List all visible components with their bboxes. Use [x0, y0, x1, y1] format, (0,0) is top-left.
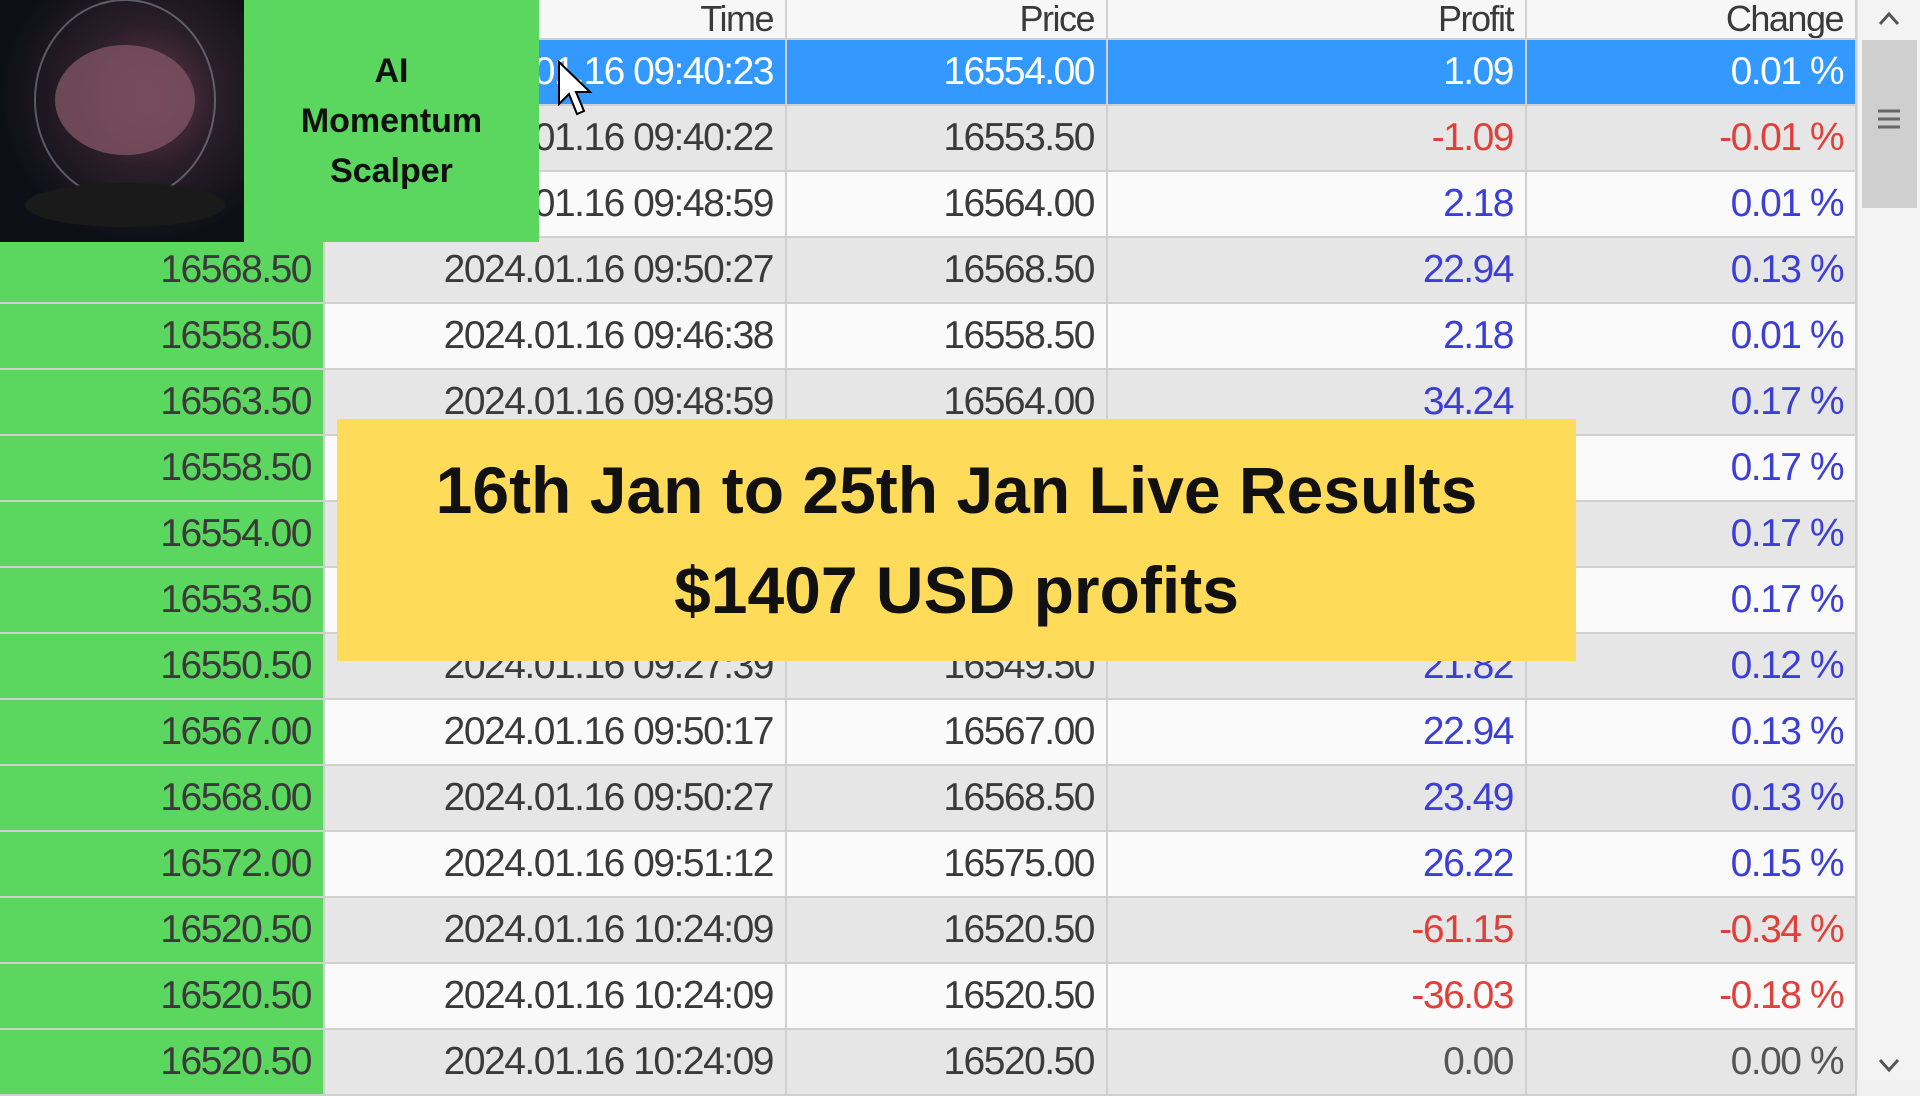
cell: 2.18 [1108, 304, 1527, 370]
cell: 16558.50 [0, 304, 325, 370]
cell: -1.09 [1108, 106, 1527, 172]
cell: 2024.01.16 09:51:12 [325, 832, 787, 898]
cell: 0.12 % [1527, 634, 1857, 700]
logo-image [0, 0, 244, 242]
cell: 2024.01.16 09:50:27 [325, 766, 787, 832]
cell: 16567.00 [0, 700, 325, 766]
header-cell: Profit [1108, 0, 1527, 40]
cell: 22.94 [1108, 700, 1527, 766]
cell: 16520.50 [0, 898, 325, 964]
scrollbar[interactable] [1857, 0, 1920, 1080]
brain-art [25, 0, 225, 227]
logo-line: Momentum [300, 102, 483, 140]
cell: 0.17 % [1527, 568, 1857, 634]
cell: 16520.50 [787, 1030, 1108, 1096]
cell: 16568.50 [787, 766, 1108, 832]
cell: 0.13 % [1527, 238, 1857, 304]
banner: 16th Jan to 25th Jan Live Results $1407 U… [337, 419, 1576, 661]
cell: 16568.50 [787, 238, 1108, 304]
cell: 16520.50 [0, 1030, 325, 1096]
cell: 22.94 [1108, 238, 1527, 304]
header-cell: Price [787, 0, 1108, 40]
cell: 1.09 [1108, 40, 1527, 106]
banner-line: 16th Jan to 25th Jan Live Results [435, 453, 1478, 527]
cell: 0.15 % [1527, 832, 1857, 898]
cell: 16554.00 [787, 40, 1108, 106]
cell: 16520.50 [787, 964, 1108, 1030]
cell: 2024.01.16 10:24:09 [325, 964, 787, 1030]
cell: 0.17 % [1527, 436, 1857, 502]
cell: 2024.01.16 09:50:27 [325, 238, 787, 304]
cell: -61.15 [1108, 898, 1527, 964]
cell: 16558.50 [787, 304, 1108, 370]
cell: 16568.50 [0, 238, 325, 304]
cell: 16575.00 [787, 832, 1108, 898]
logo-text: AI Momentum Scalper [244, 0, 539, 242]
cell: 16564.00 [787, 172, 1108, 238]
cell: 23.49 [1108, 766, 1527, 832]
scroll-thumb[interactable] [1862, 40, 1917, 208]
cell: -0.18 % [1527, 964, 1857, 1030]
cell: 0.01 % [1527, 304, 1857, 370]
cell: 0.00 % [1527, 1030, 1857, 1096]
cell: 0.00 [1108, 1030, 1527, 1096]
cell: 2.18 [1108, 172, 1527, 238]
cell: 26.22 [1108, 832, 1527, 898]
cell: 16554.00 [0, 502, 325, 568]
logo-line: Scalper [330, 152, 453, 190]
cell: -0.01 % [1527, 106, 1857, 172]
scroll-up[interactable] [1878, 11, 1900, 26]
cell: 16558.50 [0, 436, 325, 502]
cell: 2024.01.16 09:46:38 [325, 304, 787, 370]
cell: 16553.50 [0, 568, 325, 634]
cell: 16520.50 [0, 964, 325, 1030]
cell: 0.13 % [1527, 700, 1857, 766]
cursor [558, 60, 593, 116]
cell: 16563.50 [0, 370, 325, 436]
cell: 2024.01.16 10:24:09 [325, 1030, 787, 1096]
cell: 16568.00 [0, 766, 325, 832]
cell: 16550.50 [0, 634, 325, 700]
cell: 2024.01.16 10:24:09 [325, 898, 787, 964]
cell: 0.13 % [1527, 766, 1857, 832]
cell: 16567.00 [787, 700, 1108, 766]
cell: 0.01 % [1527, 172, 1857, 238]
cell: 16572.00 [0, 832, 325, 898]
cell: 0.17 % [1527, 502, 1857, 568]
cell: -36.03 [1108, 964, 1527, 1030]
cell: 0.17 % [1527, 370, 1857, 436]
cell: 0.01 % [1527, 40, 1857, 106]
cell: 16520.50 [787, 898, 1108, 964]
cell: -0.34 % [1527, 898, 1857, 964]
scrollbar-graphics [1862, 11, 1917, 1073]
cell: 16553.50 [787, 106, 1108, 172]
logo-line: AI [374, 52, 409, 90]
cell: 2024.01.16 09:50:17 [325, 700, 787, 766]
banner-line: $1407 USD profits [674, 553, 1239, 627]
header-cell: Change [1527, 0, 1857, 40]
scroll-down[interactable] [1878, 1058, 1900, 1073]
